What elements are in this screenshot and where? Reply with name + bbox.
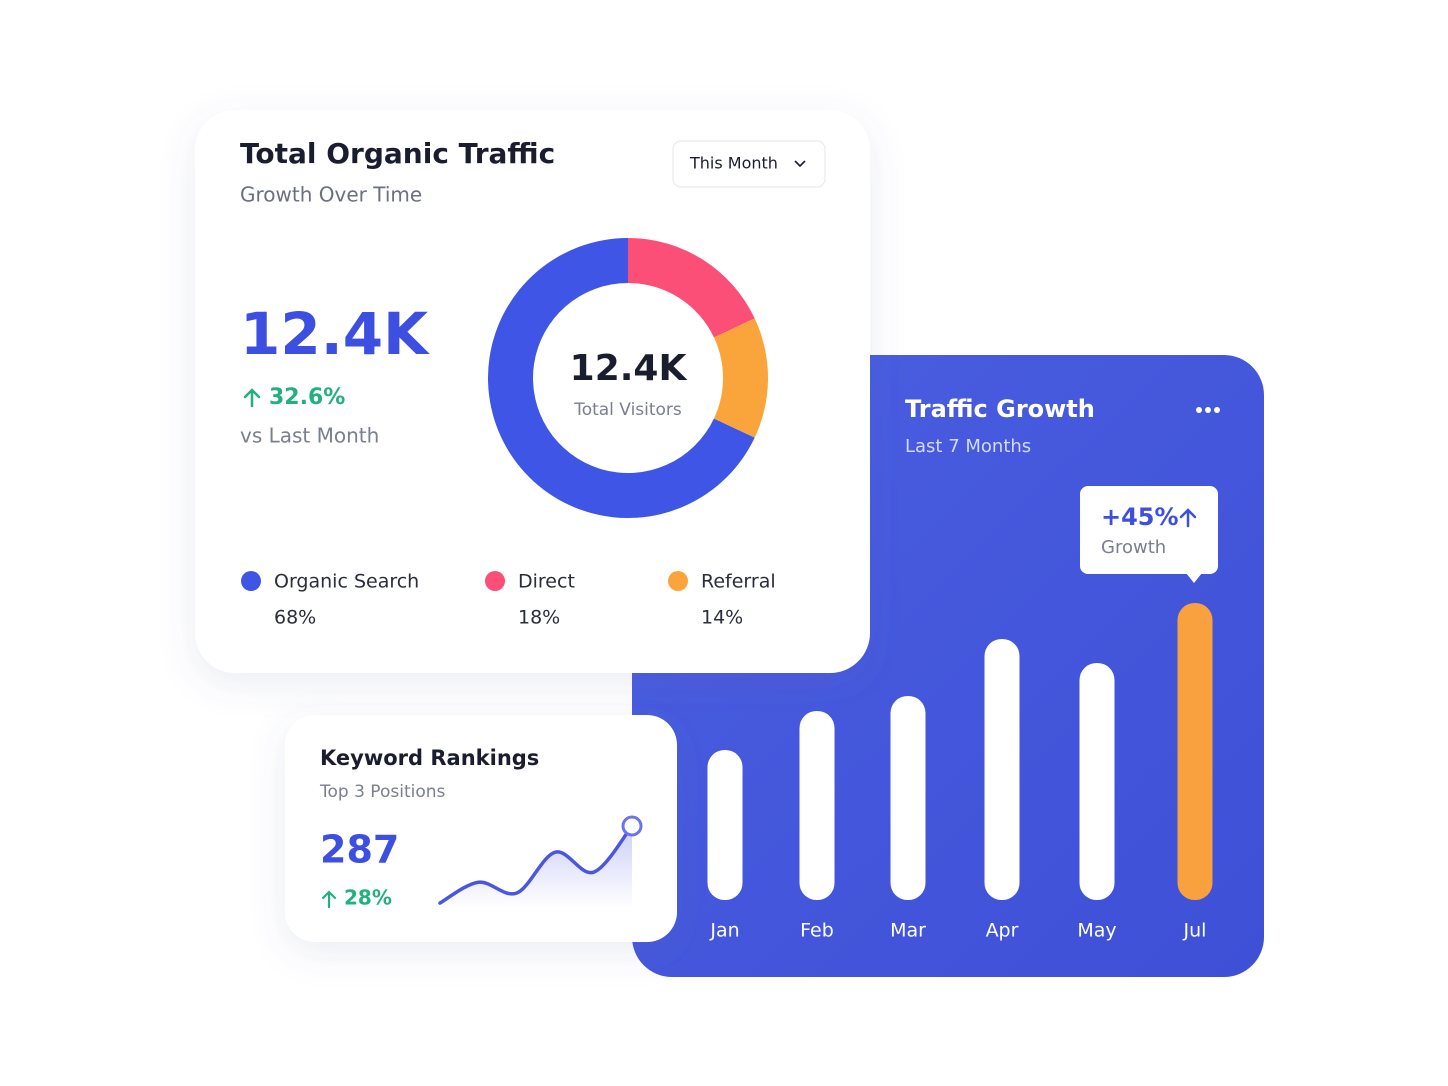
headline: 287 — [320, 828, 399, 872]
legend-value: 14% — [701, 607, 743, 629]
bar — [799, 711, 835, 900]
comparison: vs Last Month — [240, 424, 379, 448]
donut-segment — [628, 238, 755, 338]
donut-segment — [713, 318, 768, 438]
legend-label: Direct — [518, 571, 575, 593]
card-title: Keyword Rankings — [320, 746, 539, 770]
x-tick-label: Jul — [1183, 920, 1207, 942]
arrow-up — [1179, 508, 1197, 528]
period-dropdown[interactable]: This Month — [672, 140, 826, 188]
legend-dot — [485, 571, 505, 591]
sparkline-endpoint — [621, 815, 643, 837]
card-title: Traffic Growth — [905, 395, 1095, 423]
bar — [984, 639, 1020, 900]
sparkline — [438, 824, 634, 905]
x-tick-label: Apr — [986, 920, 1019, 942]
card-subtitle: Top 3 Positions — [319, 782, 446, 802]
chevron — [794, 160, 806, 168]
card-title: Total Organic Traffic — [240, 137, 555, 170]
arrow-up — [321, 890, 337, 909]
x-tick-label: May — [1077, 920, 1116, 942]
legend-dot — [241, 571, 261, 591]
x-tick-label: Mar — [890, 920, 926, 942]
legend-label: Referral — [701, 571, 776, 593]
bar — [890, 696, 926, 900]
callout-label: Growth — [1101, 537, 1166, 558]
change: 32.6% — [269, 385, 345, 410]
donut-segment — [488, 238, 755, 518]
x-tick-label: Feb — [800, 920, 834, 942]
change: 28% — [344, 886, 392, 910]
legend-value: 68% — [274, 607, 316, 629]
callout-value: +45% — [1101, 503, 1179, 531]
x-tick-label: Jan — [709, 920, 739, 942]
bar — [707, 750, 743, 900]
growth-callout: +45% Growth — [1080, 486, 1218, 583]
bar — [1177, 603, 1213, 900]
card-subtitle: Growth Over Time — [240, 183, 422, 207]
more-menu[interactable] — [1196, 407, 1220, 413]
sparkline-area — [440, 826, 632, 908]
bar — [1079, 663, 1115, 900]
donut-center-value: 12.4K — [570, 348, 688, 389]
legend-label: Organic Search — [274, 571, 419, 593]
card-subtitle: Last 7 Months — [905, 436, 1031, 457]
donut-center-label: Total Visitors — [573, 400, 682, 420]
legend-value: 18% — [518, 607, 560, 629]
headline: 12.4K — [240, 300, 430, 368]
legend-dot — [668, 571, 688, 591]
dropdown-label: This Month — [689, 154, 778, 173]
arrow-up — [243, 388, 261, 408]
